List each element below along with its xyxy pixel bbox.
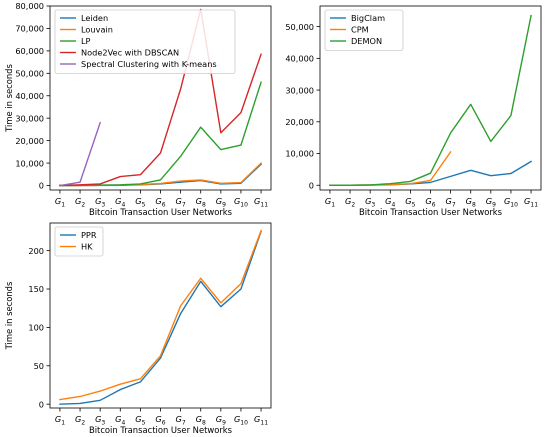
x-tick-label: G3 [95, 414, 105, 427]
plot-frame [319, 5, 542, 191]
series-line-louvain [59, 162, 263, 187]
x-tick-label: G6 [425, 196, 435, 209]
legend-label: Spectral Clustering with K-means [81, 59, 217, 69]
y-axis-label: Time in seconds [4, 64, 14, 133]
y-tick-label: 70,000 [15, 24, 44, 34]
y-tick-label: 0 [39, 181, 44, 191]
chart-bottom-left: 0 50 100 150 200 G1 G2 G3 G4 G5 G6 G7 G8 G9 G10 G11 Bitc… [4, 222, 272, 435]
legend-label: DEMON [351, 36, 382, 46]
series-line-demon [329, 14, 532, 186]
y-tick-label: 10,000 [15, 158, 44, 168]
series-line-ppr [59, 230, 262, 405]
x-tick-label: G11 [254, 196, 268, 209]
x-tick-label: G7 [176, 196, 186, 209]
x-axis-label: Bitcoin Transaction User Networks [89, 425, 232, 435]
x-tick-label: G8 [196, 414, 206, 427]
y-tick-label: 50,000 [15, 69, 44, 79]
y-tick-label: 50 [34, 361, 44, 371]
x-tick-label: G7 [176, 414, 186, 427]
y-tick-label: 60,000 [15, 46, 44, 56]
legend-label: LP [81, 36, 91, 46]
x-tick-label: G10 [234, 196, 248, 209]
y-tick-label: 10,000 [285, 149, 314, 159]
x-tick-label: G2 [75, 196, 85, 209]
x-tick-label: G7 [446, 196, 456, 209]
x-tick-label: G11 [254, 414, 268, 427]
legend-label: HK [81, 242, 93, 252]
legend-label: Louvain [81, 25, 113, 35]
x-tick-label: G9 [216, 196, 226, 209]
x-tick-label: G2 [75, 414, 85, 427]
x-axis-label: Bitcoin Transaction User Networks [359, 207, 502, 217]
plot-frame [49, 5, 272, 191]
x-tick-label: G5 [135, 414, 145, 427]
x-tick-label: G4 [115, 414, 125, 427]
series-line-lp [59, 81, 262, 187]
legend-box [54, 9, 236, 74]
legend-label: BigClam [351, 13, 385, 23]
x-tick-label: G4 [385, 196, 395, 209]
legend: PPR HK [54, 226, 104, 257]
y-tick-label: 80,000 [15, 1, 44, 11]
y-tick-label: 30,000 [285, 85, 314, 95]
x-tick-label: G9 [486, 196, 496, 209]
x-tick-label: G4 [115, 196, 125, 209]
x-tick-label: G3 [365, 196, 375, 209]
x-tick-label: G10 [504, 196, 518, 209]
legend-box [54, 226, 104, 257]
legend-label: CPM [351, 25, 369, 35]
x-tick-label: G8 [466, 196, 476, 209]
series-line-hk [59, 229, 262, 401]
series-line-node2vec-with-dbscan [59, 8, 262, 187]
y-axis-label: Time in seconds [4, 282, 14, 351]
y-tick-label: 40,000 [15, 91, 44, 101]
x-tick-label: G5 [135, 196, 145, 209]
x-tick-label: G3 [95, 196, 105, 209]
y-tick-label: 40,000 [285, 54, 314, 64]
x-tick-label: G11 [524, 196, 538, 209]
y-tick-label: 50,000 [285, 22, 314, 32]
plot-frame [49, 222, 272, 409]
chart-top-left: 0 10,000 20,000 30,000 40,000 50,000 60,000 70,… [4, 1, 272, 217]
x-tick-label: G6 [155, 196, 165, 209]
x-tick-label: G2 [345, 196, 355, 209]
x-tick-label: G1 [55, 196, 65, 209]
x-tick-label: G8 [196, 196, 206, 209]
x-tick-label: G1 [55, 414, 65, 427]
y-tick-label: 200 [28, 246, 44, 256]
x-axis-label: Bitcoin Transaction User Networks [89, 207, 232, 217]
x-tick-label: G1 [325, 196, 335, 209]
legend-label: Node2Vec with DBSCAN [81, 48, 179, 58]
legend-label: Leiden [81, 13, 108, 23]
y-tick-label: 30,000 [15, 113, 44, 123]
x-tick-label: G10 [234, 414, 248, 427]
x-tick-label: G9 [216, 414, 226, 427]
y-tick-label: 0 [309, 180, 314, 190]
x-tick-label: G6 [155, 414, 165, 427]
legend-label: PPR [81, 230, 97, 240]
x-tick-label: G5 [405, 196, 415, 209]
series-line-spectral-clustering-with-k-means [59, 121, 102, 187]
y-tick-label: 100 [28, 323, 44, 333]
chart-top-right: 0 10,000 20,000 30,000 40,000 50,000 G1 G2 G3 G4 G… [285, 5, 542, 217]
y-tick-label: 20,000 [15, 136, 44, 146]
y-tick-label: 20,000 [285, 117, 314, 127]
y-tick-label: 150 [28, 284, 44, 294]
y-tick-label: 0 [39, 399, 44, 409]
